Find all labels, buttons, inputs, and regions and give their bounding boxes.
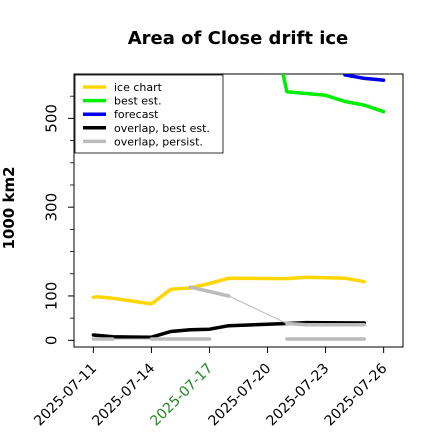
series-line xyxy=(188,285,231,298)
legend-label: ice chart xyxy=(114,81,163,94)
legend-label: overlap, best est. xyxy=(114,122,210,135)
y-axis-label: 1000 km2 xyxy=(0,166,18,249)
y-tick-label: 100 xyxy=(43,282,61,311)
series-line xyxy=(112,297,152,305)
series-line xyxy=(342,74,386,82)
y-axis: 0 100 300 500 xyxy=(43,95,74,346)
series-group xyxy=(91,74,386,341)
y-tick-label: 500 xyxy=(43,104,61,133)
legend-label: best est. xyxy=(114,95,162,108)
legend-label: overlap, persist. xyxy=(114,135,203,148)
series-line xyxy=(91,275,367,306)
chart-title: Area of Close drift ice xyxy=(128,28,349,49)
x-tick-label: 2025-07-26 xyxy=(322,360,391,429)
series-line xyxy=(281,74,386,114)
plot-clip-group xyxy=(91,74,386,341)
legend-label: forecast xyxy=(114,108,159,121)
x-axis: 2025-07-112025-07-142025-07-172025-07-20… xyxy=(31,347,391,429)
series-line xyxy=(285,321,367,327)
series-line xyxy=(228,295,288,324)
y-tick-label: 0 xyxy=(43,336,61,346)
y-tick-label: 300 xyxy=(43,193,61,222)
